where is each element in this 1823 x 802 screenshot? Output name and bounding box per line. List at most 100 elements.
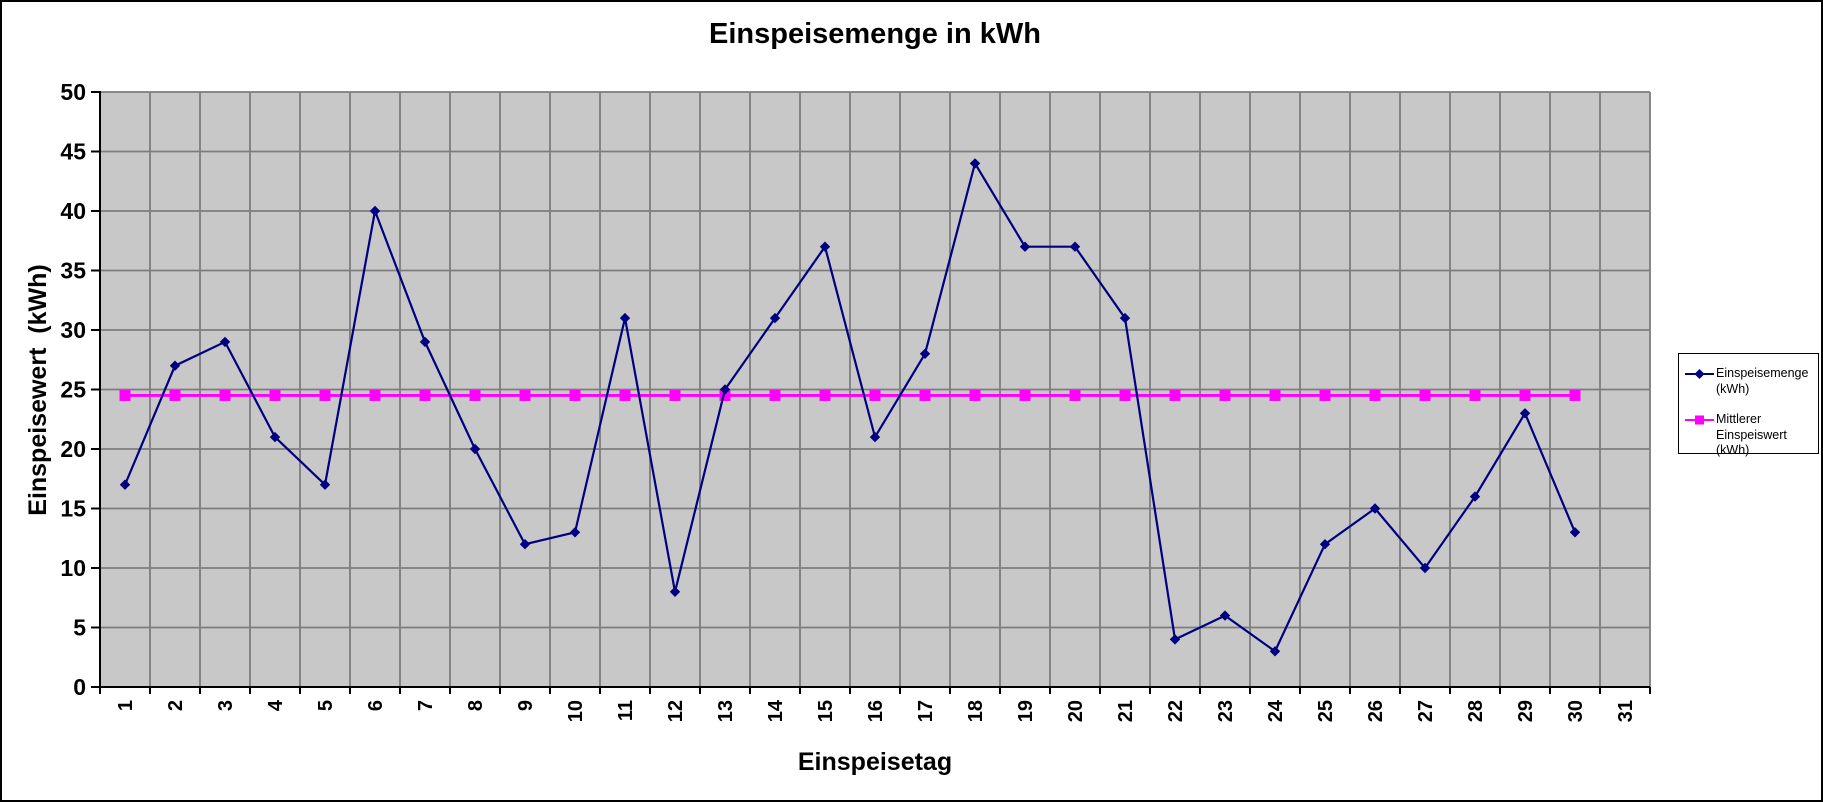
x-tick-label: 31	[1615, 700, 1637, 722]
data-point-marker	[969, 158, 981, 169]
data-point-marker	[319, 389, 331, 401]
y-tick-label: 0	[73, 674, 86, 700]
y-axis-title: Einspeisewert (kWh)	[24, 264, 52, 516]
data-point-marker	[1419, 389, 1431, 401]
data-point-marker	[919, 348, 931, 359]
y-tick-label: 45	[60, 139, 86, 165]
data-point-marker	[219, 336, 231, 348]
data-point-marker	[1419, 562, 1431, 574]
data-point-marker	[469, 389, 481, 401]
x-tick-label: 6	[365, 700, 387, 711]
data-point-marker	[1019, 241, 1031, 252]
x-tick-label: 12	[665, 700, 687, 722]
y-tick-label: 50	[60, 79, 86, 105]
x-tick-label: 9	[515, 700, 537, 711]
x-tick-label: 21	[1115, 700, 1137, 722]
x-tick-label: 7	[415, 700, 437, 711]
legend-sample-line-square-icon	[1685, 415, 1714, 425]
data-point-marker	[569, 389, 581, 401]
data-point-marker	[1119, 312, 1131, 324]
data-point-marker	[1019, 389, 1031, 401]
data-point-marker	[1219, 389, 1231, 401]
legend-label: Einspeisemenge (kWh)	[1716, 366, 1809, 396]
data-point-marker	[469, 443, 481, 455]
data-point-marker	[769, 312, 781, 324]
legend-sample-marker	[1694, 369, 1705, 379]
data-point-marker	[619, 312, 631, 324]
y-tick-label: 40	[60, 198, 86, 224]
data-point-marker	[819, 389, 831, 401]
data-point-marker	[1119, 389, 1131, 401]
x-tick-label: 2	[165, 700, 187, 711]
data-point-marker	[869, 431, 881, 443]
data-point-marker	[669, 586, 681, 597]
legend-item: Mittlerer Einspeiswert (kWh)	[1684, 412, 1814, 459]
data-point-marker	[869, 389, 881, 401]
data-point-marker	[1069, 241, 1081, 252]
data-point-marker	[419, 336, 431, 348]
legend-sample-line-diamond-icon	[1685, 369, 1714, 379]
data-point-marker	[519, 539, 531, 550]
data-point-marker	[1569, 527, 1581, 538]
data-point-marker	[219, 389, 231, 401]
x-tick-label: 11	[615, 700, 637, 721]
data-point-marker	[119, 389, 131, 401]
data-point-marker	[669, 389, 681, 401]
chart-title: Einspeisemenge in kWh	[709, 18, 1041, 50]
data-point-marker	[369, 205, 381, 217]
x-tick-label: 27	[1415, 700, 1437, 722]
data-point-marker	[619, 389, 631, 401]
x-tick-label: 20	[1065, 700, 1087, 722]
x-tick-label: 30	[1565, 700, 1587, 722]
data-point-marker	[369, 389, 381, 401]
y-tick-label: 25	[60, 377, 86, 403]
data-point-marker	[819, 241, 831, 252]
y-tick-label: 10	[60, 555, 86, 581]
x-tick-label: 8	[465, 700, 487, 711]
data-point-marker	[1569, 389, 1581, 401]
data-point-marker	[1369, 389, 1381, 401]
data-point-marker	[1169, 634, 1181, 645]
data-point-marker	[169, 389, 181, 401]
data-point-marker	[269, 389, 281, 401]
data-point-marker	[1319, 539, 1331, 550]
data-point-marker	[519, 389, 531, 401]
data-point-marker	[719, 389, 731, 401]
x-tick-label: 13	[715, 700, 737, 722]
legend: Einspeisemenge (kWh) Mittlerer Einspeisw…	[1678, 353, 1819, 457]
data-point-marker	[769, 389, 781, 401]
x-tick-label: 29	[1515, 700, 1537, 722]
y-tick-label: 5	[73, 615, 86, 641]
x-axis-title: Einspeisetag	[797, 748, 953, 776]
x-tick-label: 22	[1165, 700, 1187, 722]
legend-label: Mittlerer Einspeiswert (kWh)	[1716, 412, 1787, 457]
data-point-marker	[119, 479, 131, 490]
data-point-marker	[919, 389, 931, 401]
data-point-marker	[1519, 408, 1531, 419]
data-point-marker	[1069, 389, 1081, 401]
data-point-marker	[1519, 389, 1531, 401]
y-tick-label: 15	[60, 496, 86, 522]
data-point-marker	[1369, 503, 1381, 514]
data-point-marker	[1169, 389, 1181, 401]
x-tick-label: 14	[765, 699, 787, 722]
x-tick-label: 26	[1365, 700, 1387, 722]
data-point-marker	[1269, 646, 1281, 657]
data-point-marker	[269, 431, 281, 443]
x-tick-label: 5	[315, 700, 337, 711]
data-point-marker	[1469, 491, 1481, 502]
data-point-marker	[1469, 389, 1481, 401]
x-tick-label: 18	[965, 700, 987, 722]
data-point-marker	[1319, 389, 1331, 401]
x-tick-label: 23	[1215, 700, 1237, 722]
x-tick-label: 10	[565, 700, 587, 722]
legend-sample-marker	[1695, 415, 1704, 425]
data-point-marker	[319, 479, 331, 490]
data-point-marker	[419, 389, 431, 401]
x-tick-label: 17	[915, 700, 937, 722]
x-tick-label: 28	[1465, 700, 1487, 722]
x-tick-label: 4	[265, 699, 287, 711]
data-point-marker	[169, 360, 181, 371]
y-tick-label: 35	[60, 258, 86, 284]
